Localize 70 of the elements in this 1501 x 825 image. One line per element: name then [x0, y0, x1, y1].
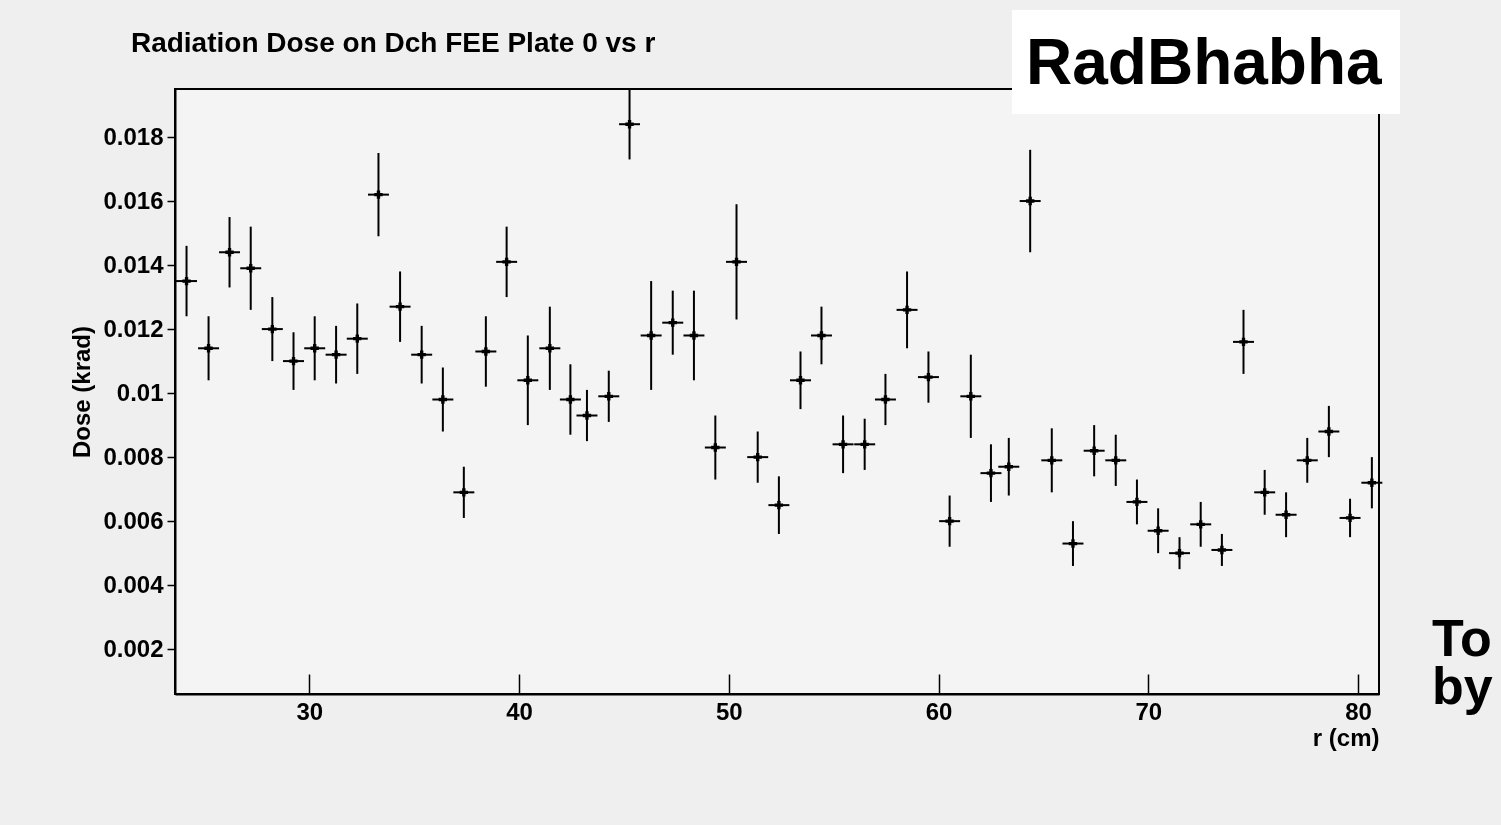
point — [268, 324, 277, 334]
x-tick-label: 30 — [296, 697, 324, 725]
y-tick-label: 0.006 — [103, 506, 164, 534]
point — [860, 440, 869, 449]
point — [1239, 337, 1248, 347]
point — [481, 347, 491, 356]
point — [1111, 456, 1120, 465]
point — [881, 395, 890, 404]
point — [353, 334, 362, 343]
chart-title: Radiation Dose on Dch FEE Plate 0 vs r — [130, 27, 656, 58]
y-axis-title: Dose (krad) — [68, 325, 96, 459]
y-tick-label: 0.016 — [103, 186, 164, 214]
point — [1047, 456, 1056, 465]
point — [1367, 478, 1377, 487]
point — [732, 257, 741, 267]
annotation: RadBhabha — [1012, 10, 1400, 114]
x-axis-title: r (cm) — [1312, 723, 1380, 751]
point — [711, 443, 720, 452]
point — [1025, 196, 1035, 206]
point — [796, 376, 805, 385]
x-tick-label: 70 — [1135, 697, 1163, 725]
x-tick-label: 60 — [925, 697, 953, 725]
point — [774, 500, 784, 510]
point — [817, 331, 826, 340]
point — [374, 190, 383, 199]
point — [1303, 456, 1312, 465]
point — [945, 516, 954, 526]
point — [1345, 513, 1355, 523]
point — [182, 276, 191, 286]
point — [986, 468, 996, 478]
x-tick-label: 40 — [506, 697, 533, 725]
point — [838, 440, 848, 449]
y-tick-label: 0.008 — [103, 442, 164, 470]
point — [395, 302, 405, 311]
point — [438, 395, 448, 404]
y-tick-label: 0.012 — [103, 314, 164, 342]
point — [1132, 497, 1142, 507]
point — [459, 488, 469, 497]
point — [1068, 539, 1078, 548]
point — [417, 350, 426, 359]
y-tick-label: 0.004 — [103, 570, 165, 598]
point — [1281, 510, 1291, 519]
point — [668, 318, 677, 327]
point — [1089, 446, 1099, 455]
point — [1260, 488, 1269, 497]
point — [646, 331, 656, 340]
y-tick-label: 0.014 — [103, 250, 165, 278]
point — [753, 452, 762, 462]
point — [1196, 520, 1205, 529]
point — [582, 411, 592, 420]
point — [502, 257, 511, 267]
point — [545, 344, 555, 353]
point — [902, 305, 912, 315]
point — [1153, 526, 1163, 535]
x-tick-label: 50 — [715, 697, 743, 725]
y-tick-label: 0.002 — [103, 634, 164, 662]
point — [204, 344, 213, 353]
y-tick-label: 0.018 — [103, 122, 164, 150]
point — [566, 395, 575, 404]
point — [1217, 545, 1227, 555]
point — [625, 120, 634, 129]
point — [1175, 548, 1184, 558]
point — [331, 350, 341, 359]
point — [689, 331, 699, 340]
y-tick-label: 0.01 — [116, 378, 164, 406]
point — [924, 372, 933, 382]
point — [225, 248, 234, 257]
x-tick-label: 80 — [1345, 697, 1372, 725]
point — [1324, 427, 1334, 436]
point — [289, 356, 298, 366]
